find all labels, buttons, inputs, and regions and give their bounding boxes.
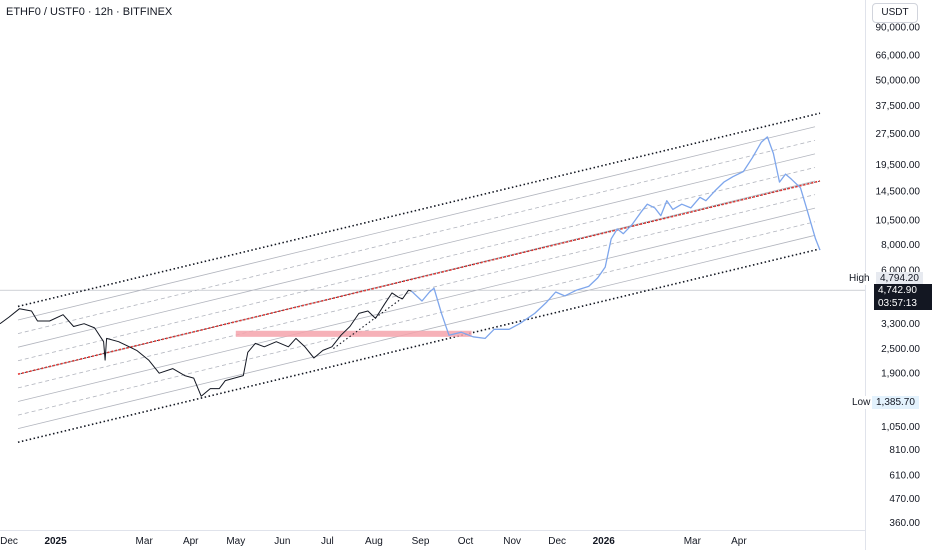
channel-median-line [17,180,821,375]
y-tick-label: 90,000.00 [876,23,921,34]
price-line [0,289,412,397]
channel-inner-line [17,126,816,321]
y-tick-label: 1,050.00 [881,422,920,433]
low-value-tag: 1,385.70 [872,396,919,409]
x-tick-label: 2026 [593,536,616,547]
symbol-title[interactable]: ETHF0 / USTF0 · 12h · BITFINEX [6,6,173,18]
x-tick-label: Mar [684,536,702,547]
channel-lower-line [17,248,821,444]
x-tick-label: 2025 [44,536,67,547]
y-tick-label: 27,500.00 [876,129,921,140]
low-label: Low [848,396,875,409]
channel-inner-line [17,221,816,416]
projection-line [411,136,821,340]
channel-inner-line [17,153,816,348]
x-tick-label: Mar [136,536,154,547]
x-tick-label: May [226,536,245,547]
time-axis[interactable]: Dec 2025 Mar Apr May Jun Jul Aug Sep Oct Nov Dec 202… [0,536,747,547]
bar-countdown-tag: 03:57:13 [874,297,932,310]
y-tick-label: 470.00 [889,494,920,505]
currency-button[interactable]: USDT [872,3,918,23]
y-tick-label: 50,000.00 [876,75,921,86]
y-tick-label: 14,500.00 [876,186,921,197]
channel-inner-line [17,207,816,402]
y-tick-label: 6,000.00 [881,266,920,277]
x-tick-label: Nov [503,536,521,547]
x-tick-label: Apr [731,536,747,547]
x-tick-label: Jun [274,536,290,547]
x-tick-label: Dec [548,536,566,547]
channel-upper-line [17,112,821,308]
price-series [0,136,821,397]
channel-inner-line [17,139,816,334]
x-tick-label: Apr [183,536,199,547]
x-tick-label: Aug [365,536,383,547]
channel-inner-line [17,180,816,375]
y-tick-label: 19,500.00 [876,160,921,171]
price-axis[interactable]: 90,000.00 66,000.00 50,000.00 37,500.00 27,5… [876,23,921,529]
x-tick-label: Oct [458,536,474,547]
x-tick-label: Jul [321,536,334,547]
support-zone [235,297,472,350]
last-price-tag: 4,742.90 [874,284,932,297]
y-tick-label: 2,500.00 [881,344,920,355]
trend-connector [333,297,403,350]
x-tick-label: Sep [412,536,430,547]
y-tick-label: 1,900.00 [881,369,920,380]
channel-inner-line [17,194,816,389]
channel-median-dots [17,180,821,375]
channel-inner-line [17,167,816,362]
regression-channel [17,112,821,444]
high-label: High [845,272,874,285]
y-tick-label: 10,500.00 [876,215,921,226]
y-tick-label: 3,300.00 [881,319,920,330]
y-tick-label: 360.00 [889,518,920,529]
y-tick-label: 66,000.00 [876,51,921,62]
y-tick-label: 37,500.00 [876,101,921,112]
y-tick-label: 610.00 [889,471,920,482]
time-axis-divider [0,530,865,531]
high-value-tag: 4,794.20 [876,272,923,285]
y-tick-label: 8,000.00 [881,240,920,251]
x-tick-label: Dec [0,536,18,547]
y-tick-label: 810.00 [889,445,920,456]
